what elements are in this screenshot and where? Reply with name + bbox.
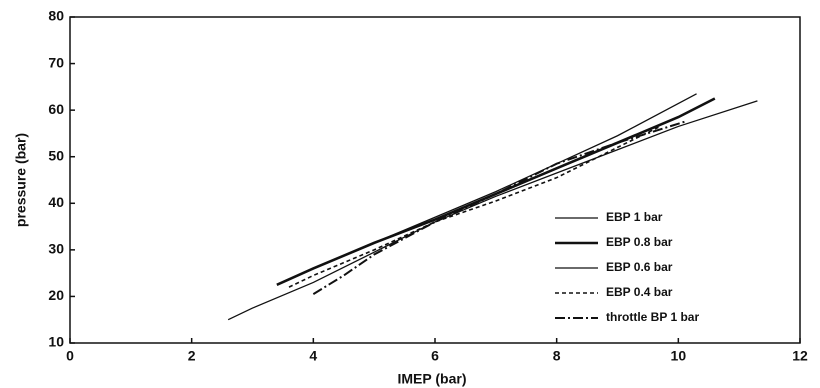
series-line xyxy=(312,120,685,295)
y-tick-label: 50 xyxy=(48,147,64,163)
x-axis-label: IMEP (bar) xyxy=(398,371,467,387)
x-tick-label: 2 xyxy=(188,348,196,364)
legend-label: throttle BP 1 bar xyxy=(606,310,699,324)
y-tick-label: 80 xyxy=(48,8,64,24)
x-tick-label: 8 xyxy=(553,348,561,364)
y-tick-label: 30 xyxy=(48,241,64,257)
y-tick-label: 70 xyxy=(48,54,64,70)
y-tick-label: 10 xyxy=(48,334,64,350)
x-tick-label: 0 xyxy=(66,348,74,364)
series-line xyxy=(276,97,716,286)
y-tick-label: 40 xyxy=(48,194,64,210)
plot-frame xyxy=(69,16,801,344)
legend-label: EBP 0.4 bar xyxy=(606,285,673,299)
legend-label: EBP 0.8 bar xyxy=(606,235,673,249)
x-tick-label: 10 xyxy=(671,348,687,364)
x-tick-label: 4 xyxy=(309,348,317,364)
series-line xyxy=(227,100,758,321)
y-tick-label: 20 xyxy=(48,287,64,303)
x-tick-label: 12 xyxy=(792,348,808,364)
y-tick-label: 60 xyxy=(48,101,64,117)
x-tick-label: 6 xyxy=(431,348,439,364)
legend-label: EBP 0.6 bar xyxy=(606,260,673,274)
y-axis-label: pressure (bar) xyxy=(13,133,29,227)
legend-label: EBP 1 bar xyxy=(606,210,663,224)
series-line xyxy=(288,125,661,288)
